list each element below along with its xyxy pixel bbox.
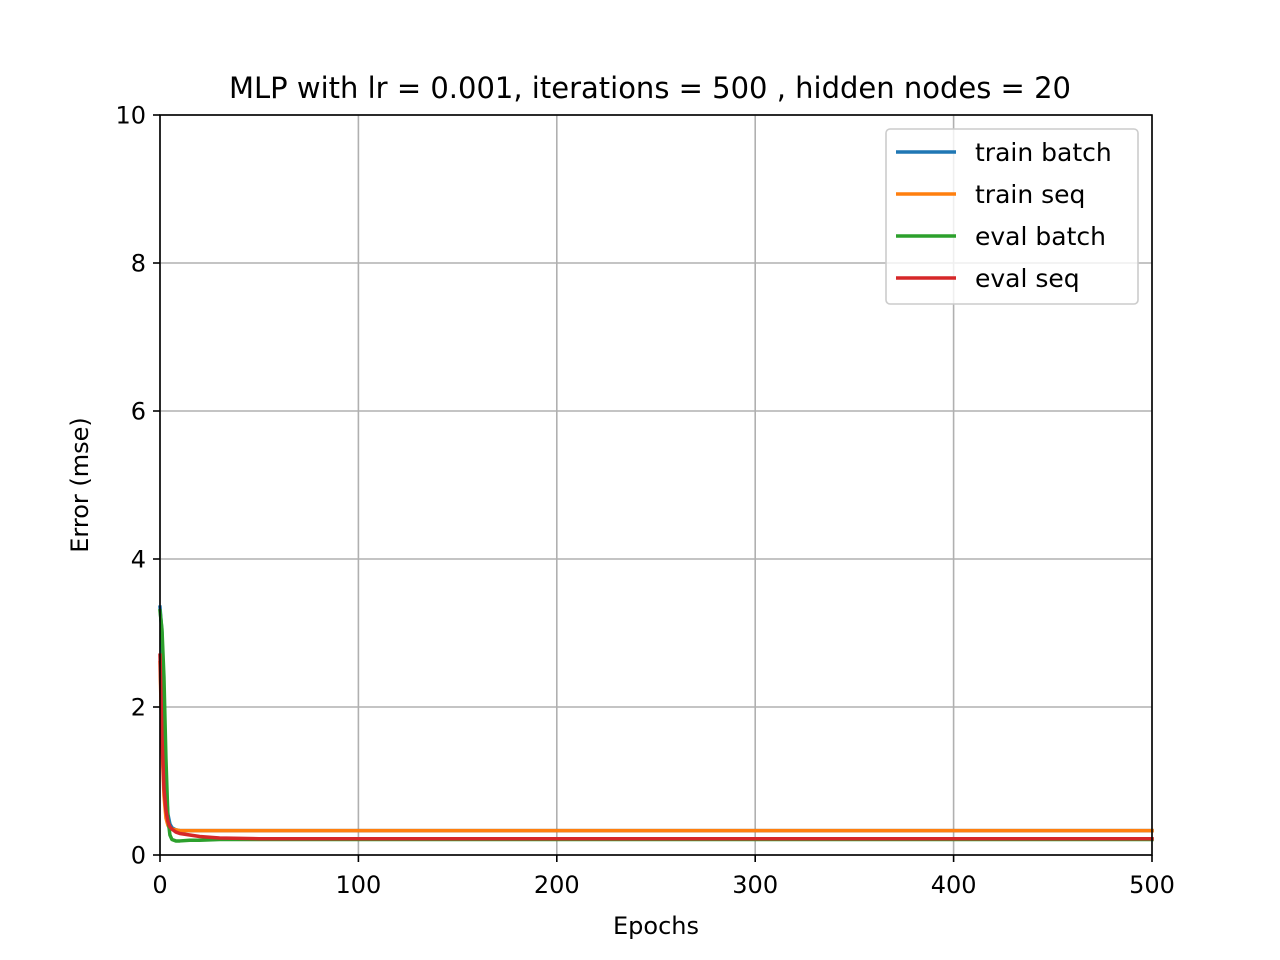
chart-title: MLP with lr = 0.001, iterations = 500 , … xyxy=(229,71,1071,105)
x-axis-label: Epochs xyxy=(613,912,699,940)
axes-frame xyxy=(159,114,1153,856)
y-tick-label: 2 xyxy=(131,694,146,722)
legend-label: train seq xyxy=(975,180,1085,209)
x-axis-ticks: 0 100 200 300 400 500 xyxy=(152,855,1175,899)
legend-box xyxy=(885,128,1139,305)
legend-label: train batch xyxy=(975,138,1112,167)
plot-lines xyxy=(158,605,1154,843)
y-axis-ticks: 0 2 4 6 8 10 xyxy=(115,102,160,870)
legend-label: eval seq xyxy=(975,264,1080,293)
x-tick-label: 300 xyxy=(732,871,778,899)
series-line-eval-seq xyxy=(158,653,1154,841)
y-tick-label: 8 xyxy=(131,250,146,278)
y-tick-label: 4 xyxy=(131,546,146,574)
x-tick-label: 500 xyxy=(1129,871,1175,899)
x-tick-label: 100 xyxy=(335,871,381,899)
x-tick-label: 0 xyxy=(152,871,167,899)
y-axis-label: Error (mse) xyxy=(66,417,94,553)
legend: train batch train seq eval batch eval seq xyxy=(885,128,1139,305)
x-tick-label: 400 xyxy=(931,871,977,899)
y-tick-label: 0 xyxy=(131,842,146,870)
legend-label: eval batch xyxy=(975,222,1106,251)
y-tick-label: 10 xyxy=(115,102,146,130)
x-tick-label: 200 xyxy=(534,871,580,899)
y-tick-label: 6 xyxy=(131,398,146,426)
